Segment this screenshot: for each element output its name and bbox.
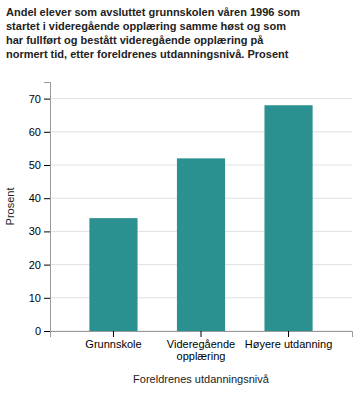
x-tick-mark (201, 331, 202, 337)
x-tick-label-line: Grunnskole (85, 338, 141, 350)
y-tick-mark (44, 165, 50, 166)
title-line: Andel elever som avsluttet grunnskolen v… (6, 6, 300, 18)
x-tick: Høyere utdanning (245, 331, 332, 350)
bar (177, 158, 225, 331)
bar (89, 218, 137, 331)
y-tick-label: 50 (29, 159, 41, 171)
title-line: normert tid, etter foreldrenes utdanning… (6, 48, 289, 60)
x-tick-mark (288, 331, 289, 337)
y-tick: 70 (29, 93, 50, 105)
y-tick-label: 20 (29, 259, 41, 271)
y-tick: 50 (29, 159, 50, 171)
chart: Andel elever som avsluttet grunnskolen v… (0, 0, 364, 393)
x-tick-label-line: opplæring (177, 350, 226, 362)
y-tick-label: 10 (29, 292, 41, 304)
title-line: har fullført og bestått videregående opp… (6, 34, 264, 46)
y-tick-label: 30 (29, 225, 41, 237)
x-axis-title: Foreldrenes utdanningsnivå (133, 373, 270, 385)
y-tick-label: 40 (29, 192, 41, 204)
grid (50, 99, 352, 331)
x-tick-label-line: Høyere utdanning (245, 338, 332, 350)
title-line: startet i videregående opplæring samme h… (6, 20, 286, 32)
x-tick-label: Høyere utdanning (245, 338, 332, 350)
y-tick-mark (44, 132, 50, 133)
y-tick: 40 (29, 192, 50, 204)
y-axis-line (44, 83, 51, 332)
y-tick-label: 70 (29, 93, 41, 105)
y-tick-mark (44, 198, 50, 199)
title: Andel elever som avsluttet grunnskolen v… (6, 6, 300, 60)
y-axis-title: Prosent (4, 188, 16, 226)
y-tick-mark (44, 265, 50, 266)
bars (89, 105, 312, 331)
x-tick: Grunnskole (85, 331, 141, 350)
x-tick: Videregåendeopplæring (167, 331, 235, 362)
y-tick-mark (44, 331, 50, 332)
y-tick-mark (44, 298, 50, 299)
plot: 0 10 20 30 40 50 60 70 Grunnskole Videregåendeopp… (29, 83, 353, 363)
grid-line (50, 98, 352, 99)
x-tick-label-line: Videregående (167, 338, 235, 350)
y-tick: 10 (29, 292, 50, 304)
y-tick: 30 (29, 225, 50, 237)
y-tick-mark (44, 99, 50, 100)
x-axis-line (51, 332, 353, 338)
bar (264, 105, 312, 331)
x-axis: Grunnskole Videregåendeopplæring Høyere ut… (51, 331, 353, 362)
x-tick-label: Grunnskole (85, 338, 141, 350)
y-tick-label: 0 (35, 325, 41, 337)
x-tick-mark (113, 331, 114, 337)
y-tick: 20 (29, 259, 50, 271)
y-axis: 0 10 20 30 40 50 60 70 (29, 83, 51, 338)
x-tick-label: Videregåendeopplæring (167, 338, 235, 363)
y-tick-label: 60 (29, 126, 41, 138)
y-tick-mark (44, 231, 50, 232)
y-tick: 60 (29, 126, 50, 138)
y-tick: 0 (35, 325, 50, 337)
